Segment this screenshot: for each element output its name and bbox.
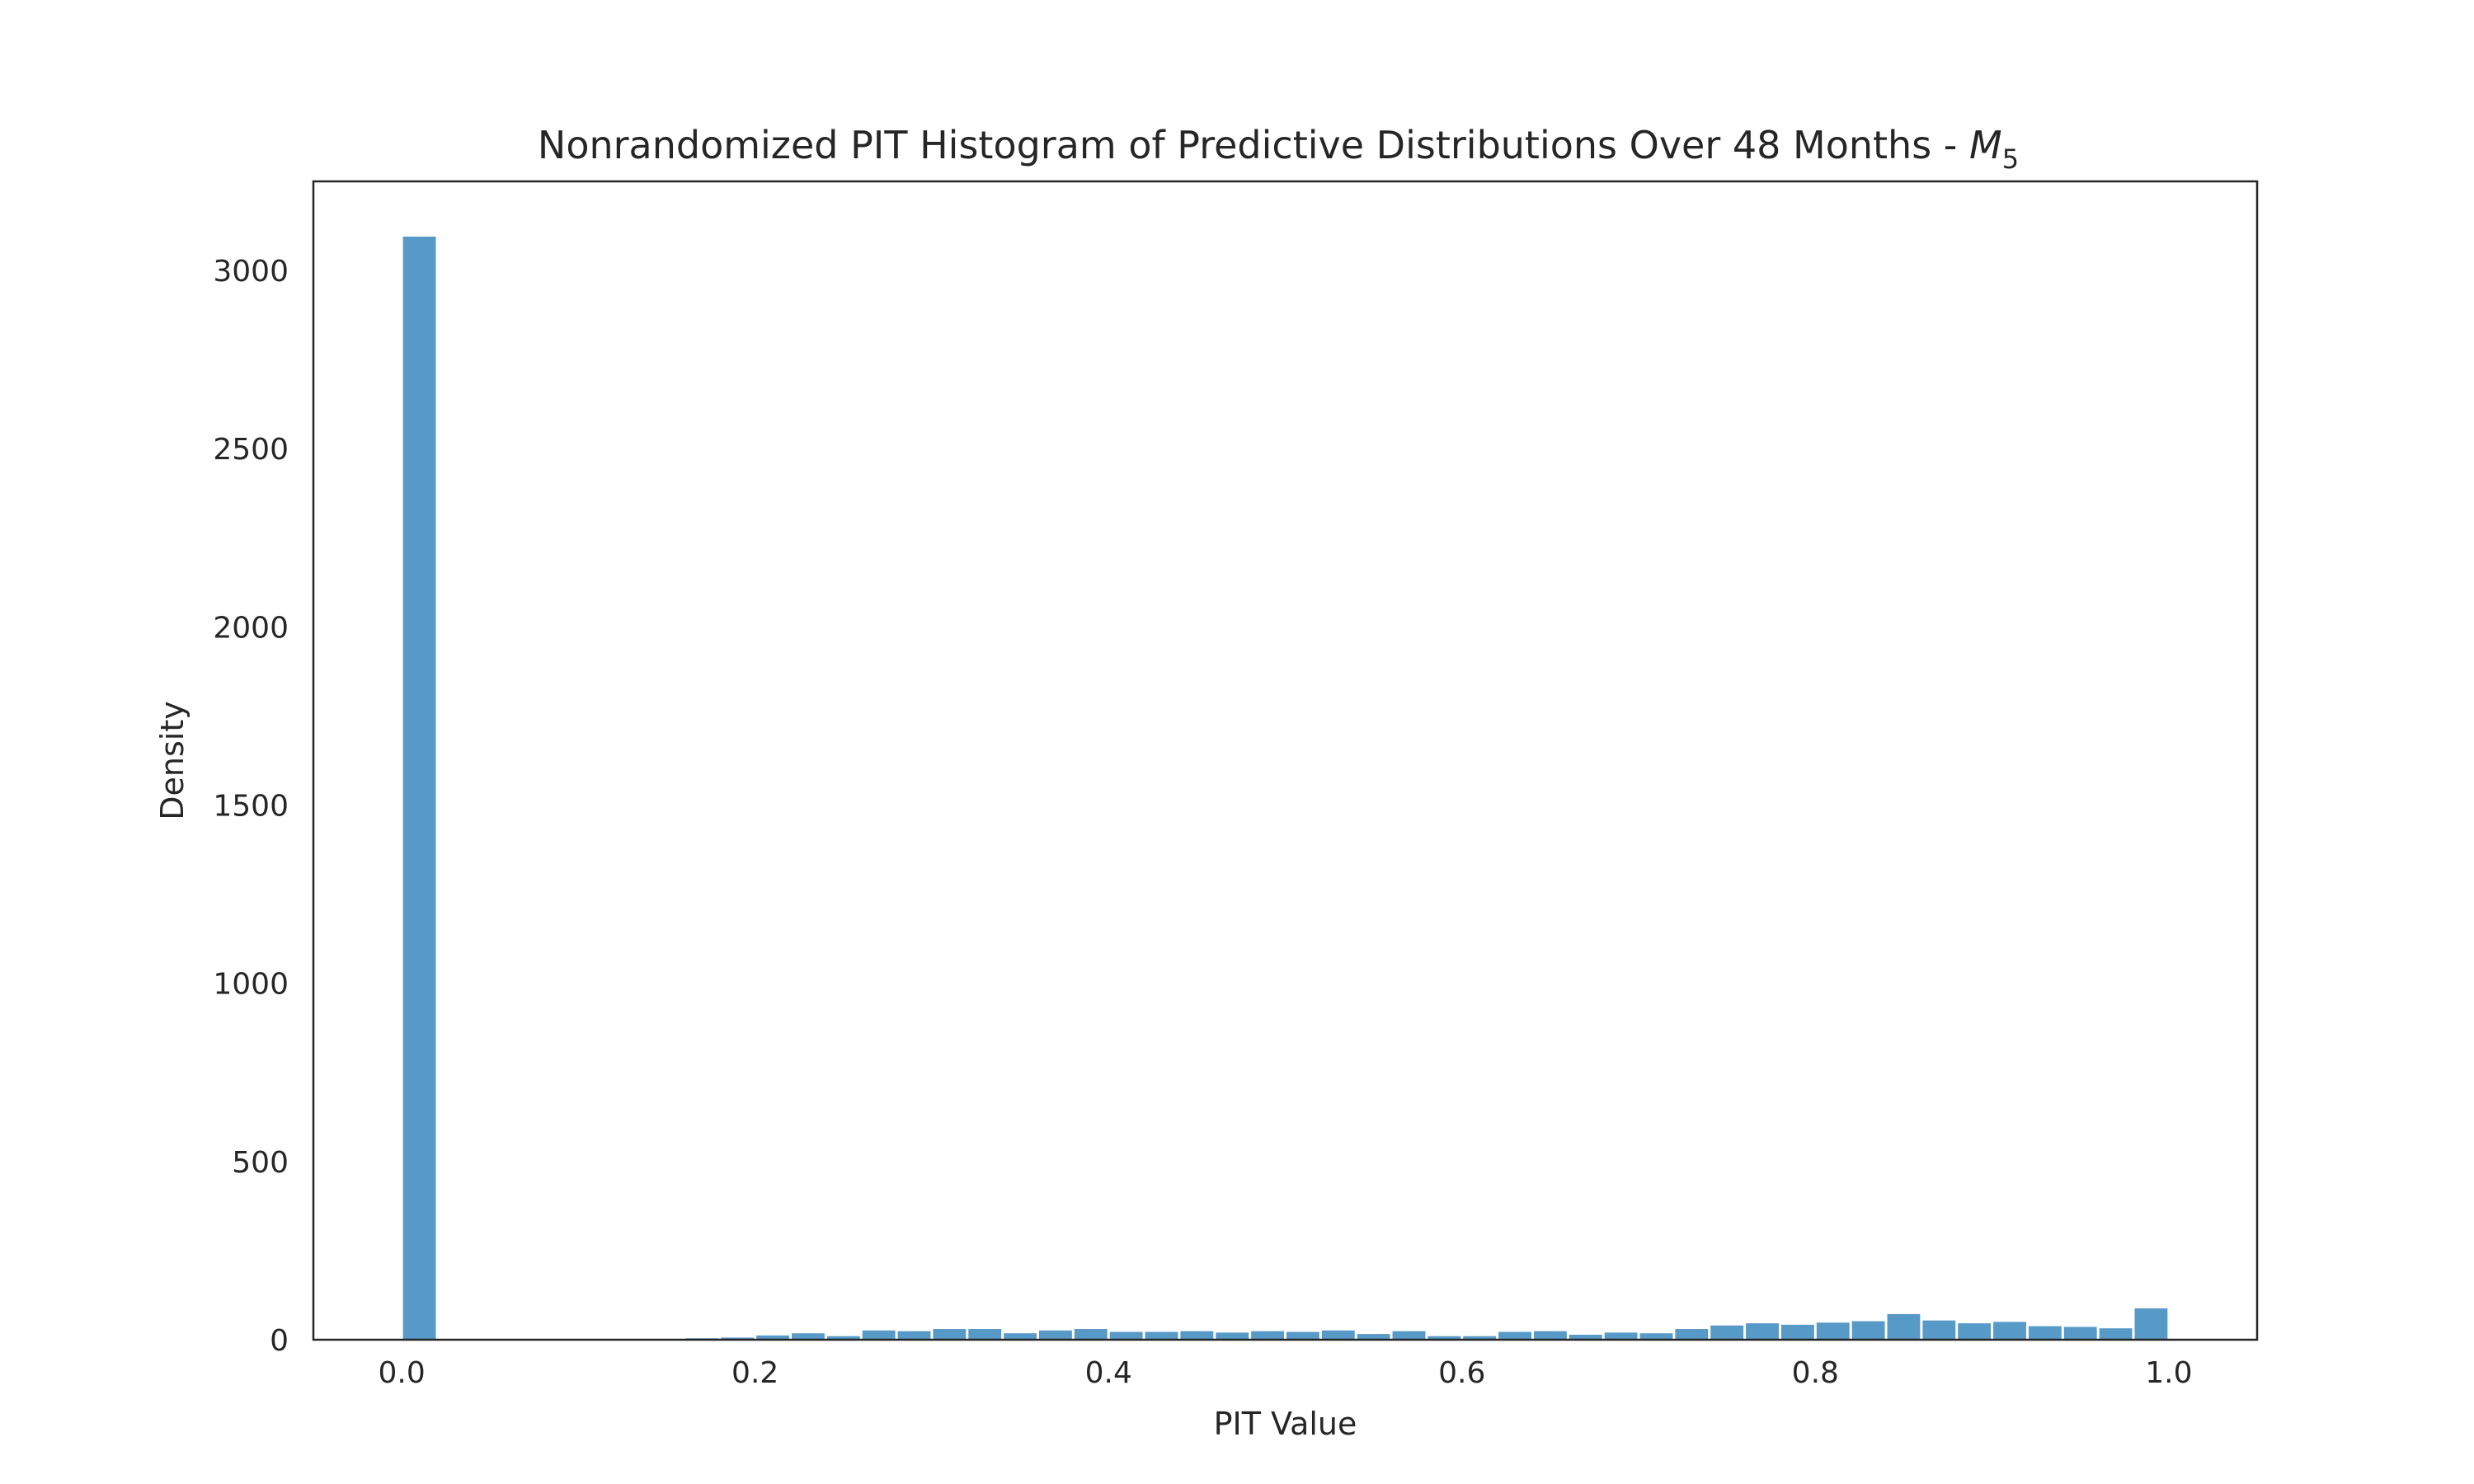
histogram-bar bbox=[792, 1333, 825, 1340]
histogram-bar bbox=[2134, 1308, 2168, 1340]
y-tick-label: 2000 bbox=[213, 611, 289, 645]
histogram-bar bbox=[1180, 1331, 1214, 1340]
histogram-bar bbox=[1286, 1331, 1319, 1340]
histogram-bar bbox=[1710, 1325, 1744, 1340]
histogram-bar bbox=[1604, 1332, 1638, 1340]
histogram-bar bbox=[1851, 1321, 1885, 1340]
y-tick-label: 3000 bbox=[213, 255, 289, 289]
histogram-bar bbox=[2063, 1327, 2097, 1340]
histogram-bar bbox=[1993, 1322, 2026, 1340]
chart-title: Nonrandomized PIT Histogram of Predictiv… bbox=[538, 123, 2019, 175]
y-tick-label: 1000 bbox=[213, 968, 289, 1002]
histogram-bar bbox=[1039, 1330, 1072, 1340]
histogram-bar bbox=[721, 1337, 755, 1340]
x-tick-label: 0.0 bbox=[379, 1356, 426, 1390]
histogram-bar bbox=[2028, 1326, 2062, 1340]
histogram-bar bbox=[1887, 1313, 1921, 1340]
histogram-bar bbox=[933, 1329, 967, 1340]
histogram-bar bbox=[1321, 1330, 1355, 1340]
x-tick-label: 0.2 bbox=[731, 1356, 778, 1390]
histogram-bar bbox=[1746, 1323, 1779, 1340]
x-tick-label: 0.4 bbox=[1085, 1356, 1132, 1390]
chart-title-math: M bbox=[1969, 123, 2002, 167]
histogram-bar bbox=[1639, 1333, 1673, 1340]
histogram-bar bbox=[402, 237, 436, 1340]
histogram-bar bbox=[1216, 1332, 1249, 1340]
y-axis-ticks: 0 500 1000 1500 2000 2500 3000 bbox=[213, 255, 289, 1358]
y-tick-label: 0 bbox=[270, 1324, 289, 1358]
histogram-bar bbox=[1145, 1331, 1178, 1340]
y-tick-label: 500 bbox=[232, 1146, 289, 1180]
histogram-bar bbox=[1463, 1336, 1497, 1340]
x-tick-label: 0.8 bbox=[1792, 1356, 1839, 1390]
chart-title-math-sub: 5 bbox=[2002, 143, 2019, 175]
histogram-bar bbox=[1004, 1333, 1037, 1340]
histogram-bar bbox=[1569, 1334, 1602, 1340]
x-tick-label: 0.6 bbox=[1438, 1356, 1485, 1390]
bars-group bbox=[402, 237, 2168, 1340]
histogram-bar bbox=[968, 1329, 1002, 1340]
histogram-bar bbox=[1675, 1329, 1709, 1340]
histogram-bar bbox=[1816, 1322, 1850, 1340]
histogram-bar bbox=[756, 1335, 790, 1340]
histogram-bar bbox=[862, 1330, 896, 1340]
x-axis-ticks: 0.0 0.2 0.4 0.6 0.8 1.0 bbox=[379, 1356, 2193, 1390]
histogram-bar bbox=[897, 1331, 931, 1340]
histogram-bar bbox=[1074, 1329, 1108, 1340]
plot-frame bbox=[312, 180, 2259, 1341]
histogram-bar bbox=[1498, 1331, 1531, 1340]
histogram-bar bbox=[1392, 1331, 1426, 1340]
histogram-bar bbox=[826, 1336, 860, 1340]
x-axis-label: PIT Value bbox=[1214, 1406, 1357, 1442]
y-axis-label: Density bbox=[154, 701, 190, 819]
histogram-bar bbox=[1780, 1324, 1814, 1340]
histogram-bar bbox=[1427, 1336, 1461, 1340]
histogram-bar bbox=[1357, 1334, 1390, 1340]
y-tick-label: 2500 bbox=[213, 433, 289, 467]
chart-title-main: Nonrandomized PIT Histogram of Predictiv… bbox=[538, 123, 1969, 167]
histogram-bar bbox=[1958, 1323, 1992, 1340]
y-tick-label: 1500 bbox=[213, 790, 289, 824]
histogram-bar bbox=[1251, 1331, 1284, 1340]
histogram-bar bbox=[1533, 1331, 1567, 1340]
histogram-bar bbox=[1922, 1320, 1956, 1340]
histogram-bar bbox=[2099, 1328, 2133, 1340]
x-tick-label: 1.0 bbox=[2145, 1356, 2192, 1390]
histogram-bar bbox=[1109, 1331, 1143, 1340]
